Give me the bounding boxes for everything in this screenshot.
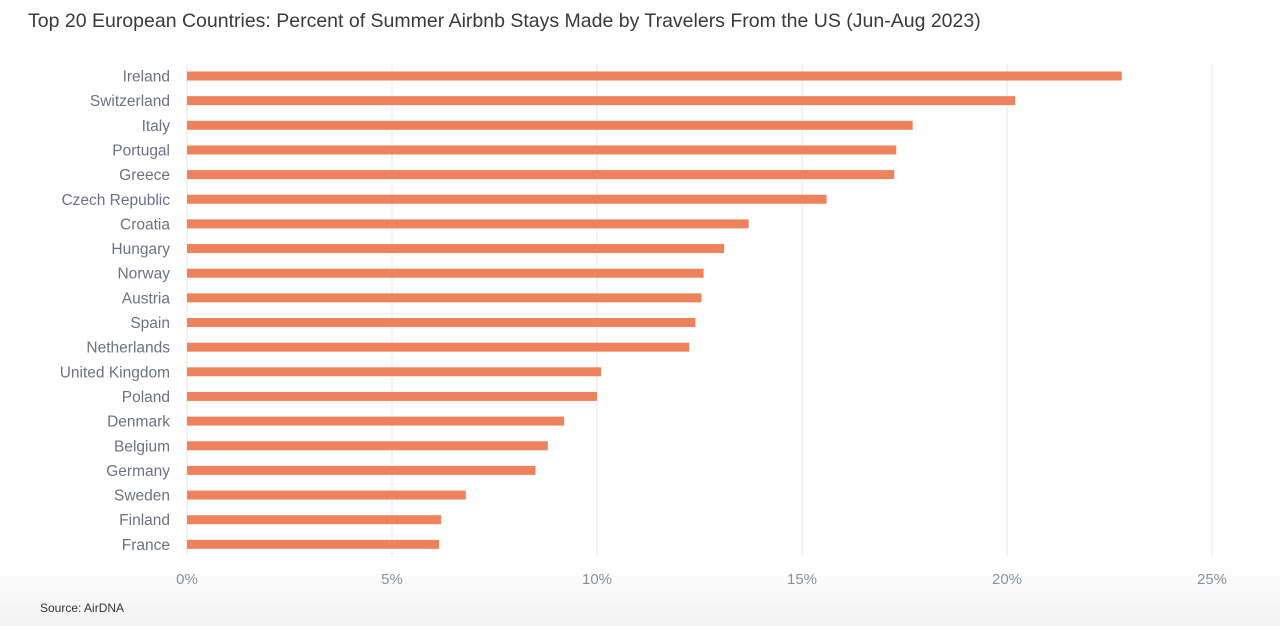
bar <box>187 244 725 254</box>
bar <box>187 268 704 278</box>
bar <box>187 293 702 303</box>
category-label: Finland <box>119 512 170 529</box>
category-label: Spain <box>130 315 170 332</box>
category-label: Austria <box>122 290 171 307</box>
bar <box>187 539 440 549</box>
bar <box>187 318 696 327</box>
bar <box>187 71 1122 81</box>
category-label: Germany <box>106 463 170 480</box>
x-tick-label: 25% <box>1197 571 1227 588</box>
category-label: Ireland <box>123 69 170 86</box>
chart-title: Top 20 European Countries: Percent of Su… <box>28 10 981 32</box>
bars <box>187 71 1122 549</box>
category-labels: Ireland Switzerland Italy Portugal Greece Cze… <box>60 69 171 554</box>
bar <box>187 145 897 155</box>
bar <box>187 391 597 401</box>
x-tick-label: 0% <box>176 571 198 588</box>
category-label: Italy <box>142 118 171 135</box>
category-label: Czech Republic <box>61 192 170 209</box>
bar <box>187 490 466 500</box>
gridlines <box>186 64 1213 556</box>
category-label: Netherlands <box>86 340 170 357</box>
category-label: Greece <box>119 167 170 184</box>
category-label: Norway <box>117 266 170 283</box>
x-tick-label: 10% <box>582 571 612 588</box>
x-tick-labels: 0% 5% 10% 15% 20% 25% <box>176 571 1227 588</box>
bar <box>187 465 536 475</box>
bar <box>187 194 827 204</box>
bar <box>187 367 602 377</box>
category-label: Sweden <box>114 488 170 505</box>
bar <box>187 219 749 229</box>
category-label: United Kingdom <box>60 364 170 381</box>
bar <box>187 96 1016 106</box>
x-tick-label: 20% <box>992 571 1022 588</box>
category-label: Denmark <box>107 414 170 431</box>
category-label: Poland <box>122 389 170 406</box>
category-label: Switzerland <box>90 93 170 110</box>
bar <box>187 441 548 451</box>
bar <box>187 120 913 130</box>
bar <box>187 170 895 180</box>
category-label: France <box>122 537 170 554</box>
category-label: Portugal <box>112 142 170 159</box>
source-note: Source: AirDNA <box>40 601 125 615</box>
x-tick-label: 5% <box>381 571 403 588</box>
x-tick-label: 15% <box>787 571 817 588</box>
bar <box>187 515 442 525</box>
category-label: Croatia <box>120 216 170 233</box>
bar <box>187 342 690 352</box>
category-label: Belgium <box>114 438 170 455</box>
bar <box>187 416 565 426</box>
category-label: Hungary <box>111 241 170 258</box>
